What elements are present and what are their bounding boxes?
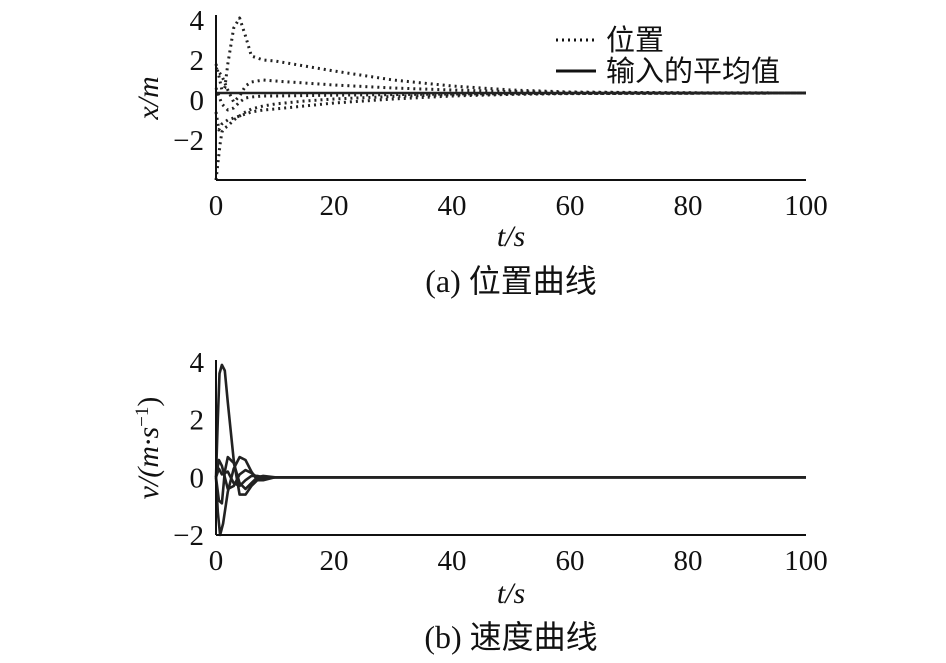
panel-a-series-3-position-line: [214, 91, 807, 132]
panel-b-y-ticks: 4 2 0 −2: [173, 347, 204, 552]
legend-label-position: 位置: [606, 24, 664, 57]
panel-b-series-1-line: [214, 455, 806, 537]
panel-b-caption: (b) 速度曲线: [424, 619, 597, 655]
panel-b-y-tick-label: 4: [190, 347, 205, 379]
panel-b-y-tick-label: 0: [190, 462, 205, 494]
panel-b-series-4-line: [214, 467, 806, 488]
panel-a-legend: 位置 输入的平均值: [556, 24, 780, 88]
panel-a-x-axis-label: t/s: [497, 220, 525, 253]
panel-b-x-axis-label: t/s: [497, 577, 525, 610]
panel-b-x-tick-label: 60: [556, 545, 585, 577]
panel-a-y-ticks: 4 2 0 −2: [173, 5, 204, 157]
panel-a-x-tick-label: 20: [320, 190, 349, 222]
panel-b-y-axis-label-close: ): [132, 397, 165, 407]
panel-a-x-ticks: 0 20 40 60 80 100: [209, 190, 828, 222]
panel-b-series-0-line: [214, 363, 806, 496]
panel-a-y-tick-label: −2: [173, 125, 204, 157]
panel-b-x-tick-label: 0: [209, 545, 224, 577]
panel-b-x-tick-label: 100: [784, 545, 828, 577]
panel-b-x-tick-label: 80: [674, 545, 703, 577]
panel-a-x-tick-label: 40: [438, 190, 467, 222]
panel-a-caption: (a) 位置曲线: [425, 263, 597, 299]
panel-b-y-axis-label-exponent: −1: [132, 407, 153, 427]
panel-a-y-tick-label: 2: [190, 45, 205, 77]
legend-label-input-mean: 输入的平均值: [606, 55, 780, 88]
panel-a-series-2-position-line: [214, 87, 807, 112]
panel-a-series: [214, 16, 807, 181]
panel-a-x-tick-label: 0: [209, 190, 224, 222]
panel-b-x-ticks: 0 20 40 60 80 100: [209, 545, 828, 577]
panel-b-series-3-line: [214, 455, 806, 505]
panel-b-x-tick-label: 40: [438, 545, 467, 577]
panel-b-y-axis-label: v/(m·s−1): [132, 397, 166, 500]
panel-b-series: [214, 363, 806, 537]
panel-b-x-tick-label: 20: [320, 545, 349, 577]
panel-b-y-tick-label: −2: [173, 520, 204, 552]
panel-a-x-tick-label: 60: [556, 190, 585, 222]
panel-b-y-axis-label-main: v/(m·s: [132, 427, 165, 499]
panel-a-x-tick-label: 80: [674, 190, 703, 222]
panel-b-y-tick-label: 2: [190, 405, 205, 437]
panel-b-velocity-chart: 420−2 0 20 40 60 80 100 v/(m·s−1) t/s (b) 速度曲…: [132, 347, 828, 655]
panel-a-x-tick-label: 100: [784, 190, 828, 222]
panel-a-position-chart: 420−2 0 20 40 60 80 100 x/m t/s (a) 位置曲线 位置 输…: [132, 5, 828, 299]
panel-a-series-0-position-line: [214, 16, 807, 95]
panel-b-series-2-line: [214, 458, 806, 491]
panel-a-y-axis-label: x/m: [132, 76, 165, 120]
panel-a-series-4-position-line: [214, 91, 807, 181]
panel-a-y-tick-label: 0: [190, 85, 205, 117]
panel-a-y-tick-label: 4: [190, 5, 205, 37]
